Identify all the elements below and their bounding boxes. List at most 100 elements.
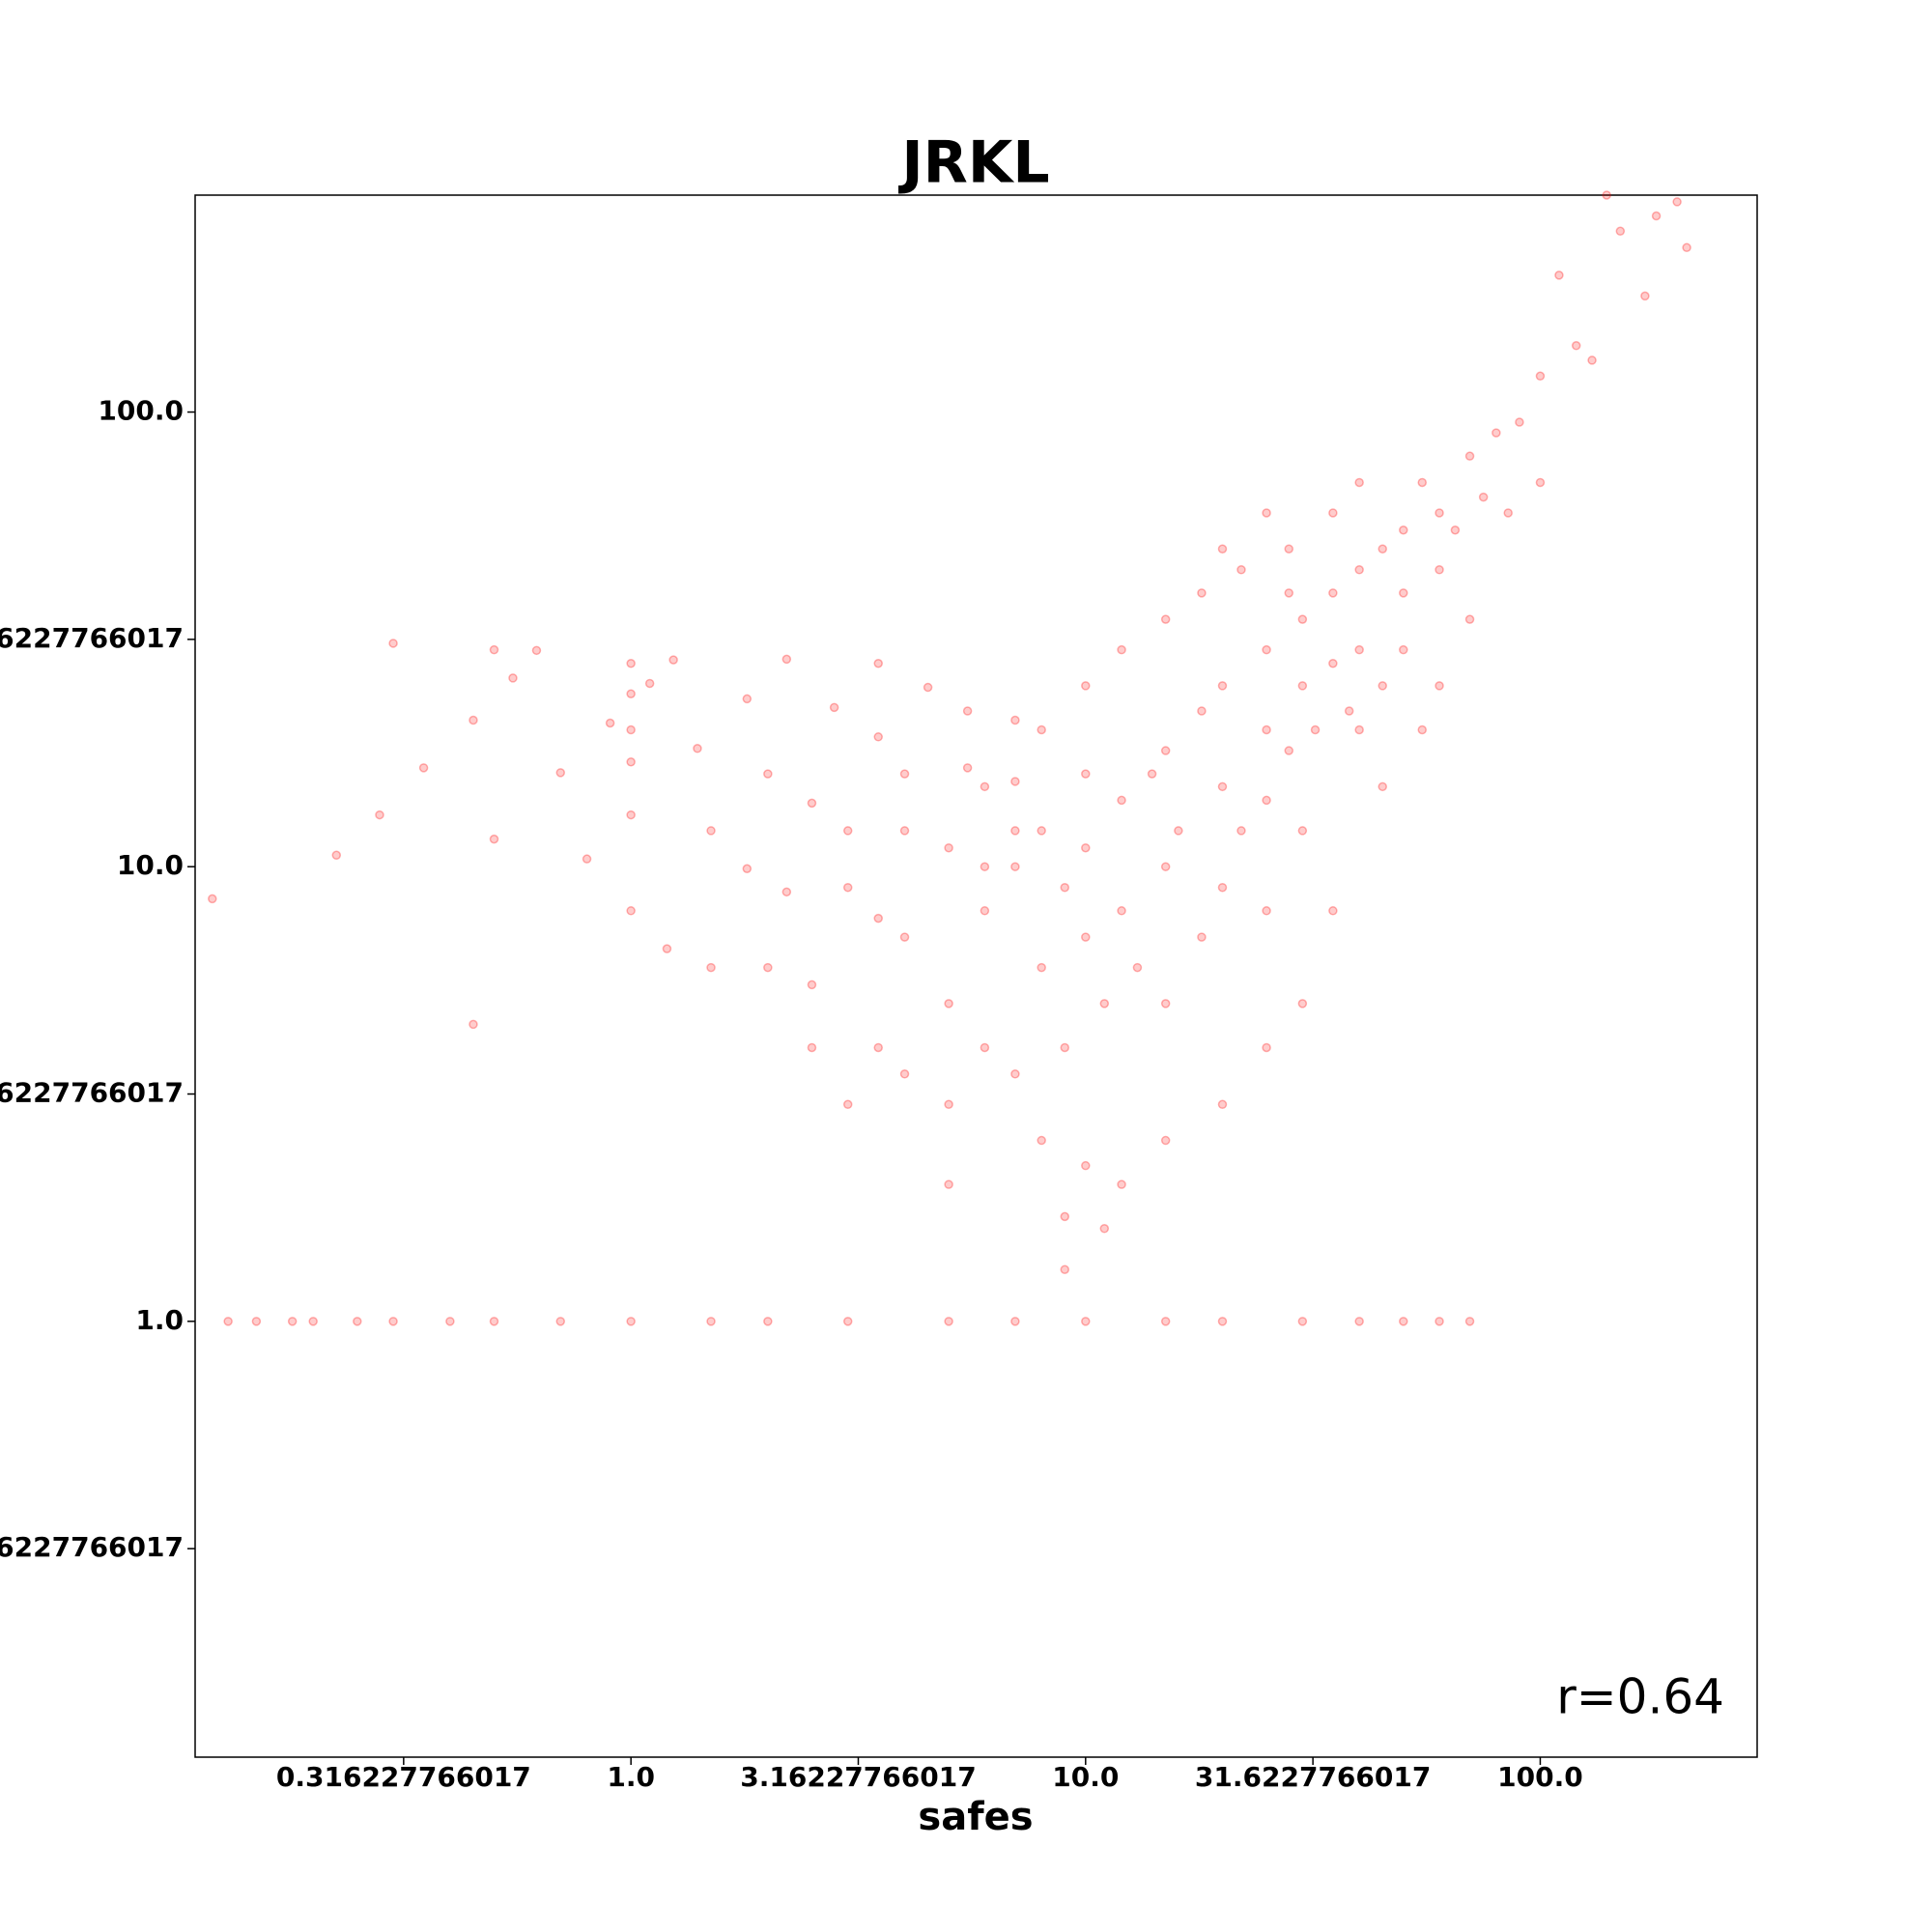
x-tick-label: 0.316227766017 [276, 1761, 531, 1793]
point [980, 906, 990, 916]
point [1081, 1160, 1091, 1171]
point [1354, 644, 1364, 655]
point [1010, 777, 1020, 786]
point [445, 1317, 455, 1326]
point [781, 887, 792, 897]
point [223, 1317, 233, 1326]
point [287, 1317, 298, 1326]
point [1010, 1069, 1020, 1079]
point [1297, 999, 1308, 1009]
point [1037, 962, 1046, 973]
point [375, 810, 384, 820]
point [469, 715, 478, 725]
point [1672, 197, 1682, 207]
point [1435, 1317, 1444, 1326]
point [469, 1019, 478, 1030]
point [531, 645, 542, 656]
point [763, 769, 773, 779]
point [1081, 681, 1091, 691]
point [1417, 477, 1428, 488]
point [781, 654, 792, 665]
x-tick-label: 1.0 [607, 1761, 655, 1793]
point [1160, 614, 1171, 624]
x-tick-label: 31.6227766017 [1195, 1761, 1431, 1793]
point [899, 932, 910, 942]
point [308, 1317, 318, 1326]
point [555, 1317, 566, 1326]
point [1099, 1224, 1110, 1234]
point [662, 944, 672, 953]
point [1492, 428, 1501, 438]
point [1399, 525, 1408, 535]
point [1217, 1099, 1228, 1110]
point [763, 1317, 773, 1326]
point [1147, 769, 1157, 779]
x-tick-label: 10.0 [1052, 1761, 1119, 1793]
point [1117, 906, 1126, 916]
point [1602, 190, 1611, 200]
point [1435, 681, 1444, 691]
point [1117, 1179, 1126, 1189]
point [807, 798, 817, 809]
point [418, 763, 429, 773]
point [1354, 565, 1364, 575]
point [1417, 724, 1428, 735]
point [1262, 906, 1271, 916]
point [331, 850, 342, 861]
y-tick-label: 31.6227766017 [0, 622, 184, 654]
point [1160, 1317, 1171, 1326]
point [1354, 1317, 1364, 1326]
point [1099, 999, 1110, 1009]
point [489, 834, 499, 844]
point [668, 655, 678, 665]
point [1571, 341, 1581, 351]
point [1378, 681, 1387, 691]
point [1174, 826, 1183, 836]
point [1117, 795, 1126, 806]
point [626, 756, 636, 767]
point [1503, 508, 1513, 518]
point [706, 962, 716, 973]
point [706, 1317, 716, 1326]
point [944, 999, 953, 1009]
point [899, 826, 910, 836]
y-tick-label: 1.0 [135, 1304, 184, 1336]
point [1160, 746, 1171, 755]
point [1060, 1264, 1070, 1274]
point [1399, 588, 1408, 598]
point [1354, 724, 1364, 735]
point [1328, 588, 1338, 598]
point [1010, 826, 1020, 836]
point [873, 658, 883, 668]
annotation: r=0.64 [1556, 1669, 1724, 1725]
point [1081, 769, 1091, 779]
point [626, 906, 636, 916]
point [944, 1317, 953, 1326]
plot-frame [194, 194, 1758, 1758]
point [1217, 544, 1228, 554]
point [842, 826, 853, 836]
point [1297, 614, 1308, 624]
chart-title: JRKL [897, 129, 1049, 197]
point [1478, 492, 1489, 502]
point [208, 894, 217, 904]
point [807, 1042, 817, 1053]
point [899, 1069, 910, 1079]
point [980, 781, 990, 792]
point [1060, 1211, 1070, 1222]
point [962, 763, 973, 773]
point [1037, 724, 1046, 735]
point [1464, 1317, 1475, 1326]
point [1284, 588, 1294, 598]
point [980, 862, 990, 871]
point [1284, 746, 1294, 755]
point [1435, 508, 1444, 518]
point [582, 854, 592, 864]
point [626, 810, 636, 820]
point [1262, 795, 1271, 806]
point [626, 724, 636, 735]
point [1160, 999, 1171, 1009]
point [899, 769, 910, 779]
point [555, 768, 566, 778]
